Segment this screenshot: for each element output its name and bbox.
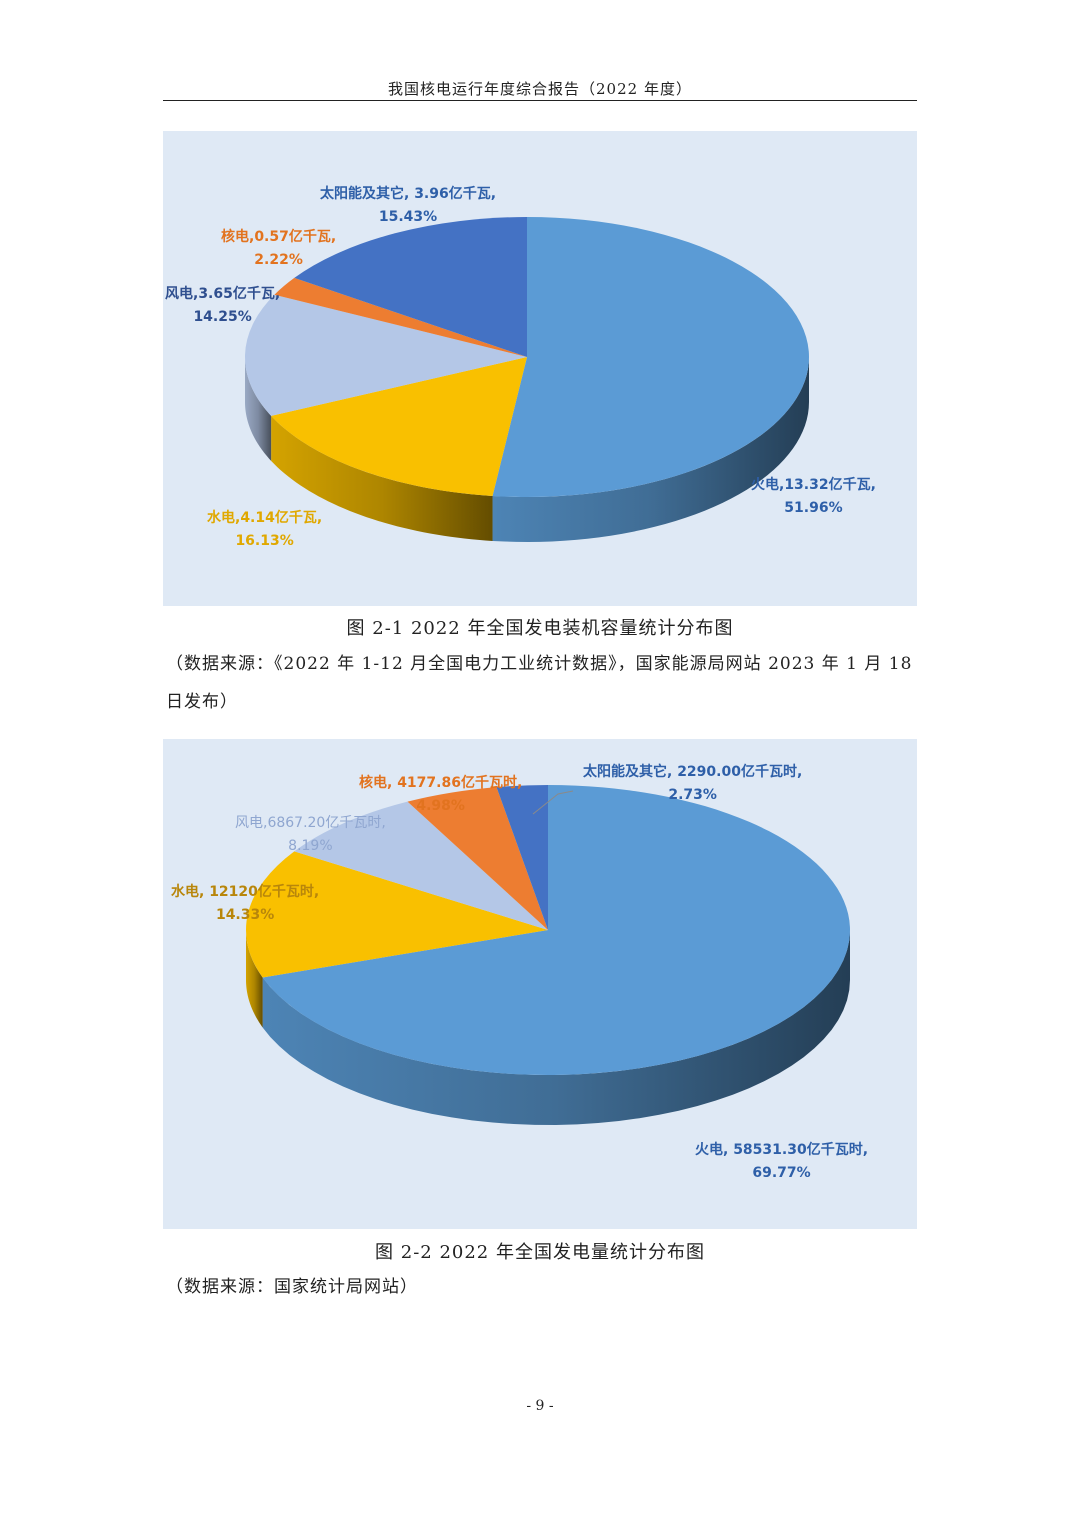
figure2-source: （数据来源：国家统计局网站） (166, 1277, 418, 1297)
pie-slice-side (271, 415, 493, 541)
chart-installed-capacity: 火电,13.32亿千瓦, 51.96% 水电,4.14亿千瓦, 16.13% 风电,… (163, 131, 917, 606)
header-rule (163, 100, 917, 101)
pie-slice (407, 787, 548, 930)
slice-label-wind: 风电,3.65亿千瓦, 14.25% (165, 286, 281, 325)
figure1-source-line2: 日发布） (166, 692, 238, 712)
figure2-caption: 图 2-2 2022 年全国发电量统计分布图 (375, 1242, 705, 1263)
pie-slice (294, 217, 527, 357)
slice-label-solar-other: 太阳能及其它, 2290.00亿千瓦时, 2.73% (583, 764, 803, 803)
pie-slice-side (245, 357, 272, 461)
pie-slice-side (492, 357, 809, 542)
slice-label-thermal: 火电,13.32亿千瓦, 51.96% (751, 477, 876, 516)
slice-label-nuclear: 核电, 4177.86亿千瓦时, 4.98% (359, 775, 523, 814)
pie-slice (294, 801, 548, 930)
leader-line (532, 790, 574, 815)
pie-slice-side (246, 930, 263, 1028)
pie-slice (245, 851, 548, 978)
slice-label-nuclear: 核电,0.57亿千瓦, 2.22% (221, 229, 337, 268)
slice-label-hydro: 水电,4.14亿千瓦, 16.13% (207, 510, 323, 549)
pie-slice (271, 357, 527, 496)
slice-label-thermal: 火电, 58531.30亿千瓦时, 69.77% (695, 1142, 869, 1181)
page-header: 我国核电运行年度综合报告（2022 年度） (388, 80, 692, 98)
slice-label-solar-other: 太阳能及其它, 3.96亿千瓦, 15.43% (320, 186, 497, 225)
pie-chart-2 (245, 785, 850, 1125)
pie-slice (496, 785, 548, 930)
pie-slice (244, 294, 527, 416)
pie-slice (492, 217, 809, 497)
pie-chart-1 (244, 217, 809, 542)
slice-label-wind: 风电,6867.20亿千瓦时, 8.19% (235, 815, 386, 854)
page-number: - 9 - (526, 1398, 554, 1414)
pie-slice-side (262, 930, 850, 1125)
pie-slice (262, 785, 850, 1075)
chart-generation: 火电, 58531.30亿千瓦时, 69.77% 水电, 12120亿千瓦时, 14… (163, 739, 917, 1229)
figure1-caption: 图 2-1 2022 年全国发电装机容量统计分布图 (346, 618, 734, 639)
pie-slice (274, 277, 527, 357)
slice-label-hydro: 水电, 12120亿千瓦时, 14.33% (171, 884, 320, 923)
figure1-source-line1: （数据来源：《2022 年 1-12 月全国电力工业统计数据》，国家能源局网站 … (166, 654, 913, 674)
